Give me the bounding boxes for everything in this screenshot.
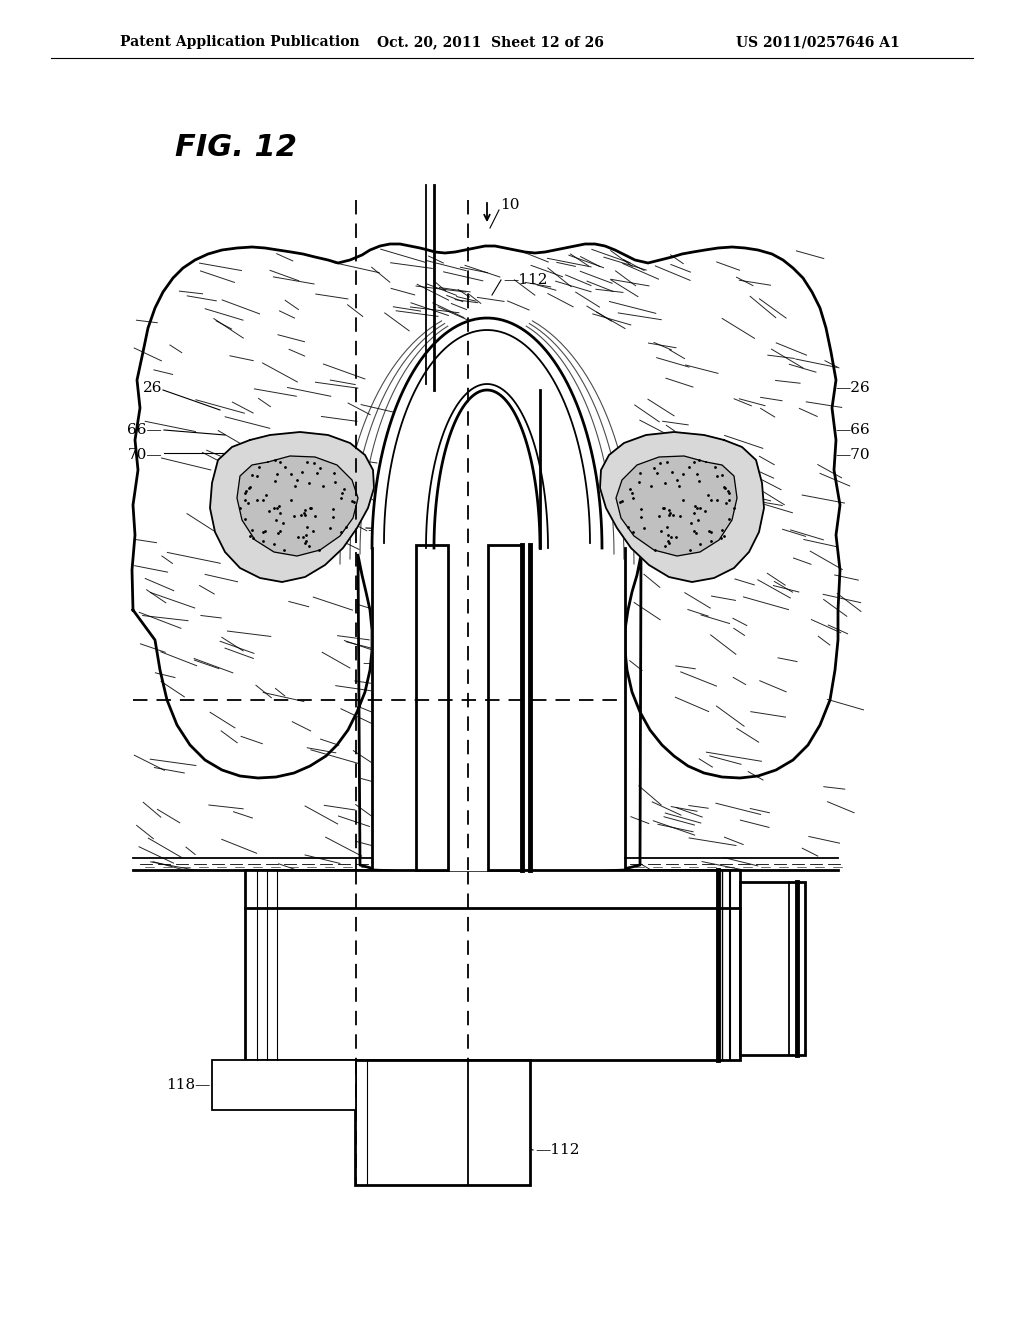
Text: —26: —26 bbox=[835, 381, 869, 395]
Text: US 2011/0257646 A1: US 2011/0257646 A1 bbox=[736, 36, 900, 49]
Text: —76: —76 bbox=[362, 656, 396, 671]
FancyBboxPatch shape bbox=[245, 870, 740, 1060]
Text: 118—: 118— bbox=[166, 1078, 210, 1092]
Text: 66—: 66— bbox=[127, 422, 162, 437]
Text: —30: —30 bbox=[385, 688, 420, 702]
Text: FIG. 12: FIG. 12 bbox=[175, 133, 297, 162]
Text: —22: —22 bbox=[367, 523, 401, 537]
FancyBboxPatch shape bbox=[740, 882, 805, 1055]
Text: —66: —66 bbox=[835, 422, 869, 437]
FancyBboxPatch shape bbox=[416, 545, 449, 870]
Text: 120': 120' bbox=[425, 573, 459, 587]
Text: 22—: 22— bbox=[497, 523, 531, 537]
Text: —112: —112 bbox=[503, 273, 548, 286]
Polygon shape bbox=[132, 244, 840, 873]
Polygon shape bbox=[600, 432, 764, 582]
Polygon shape bbox=[237, 455, 358, 556]
Polygon shape bbox=[616, 455, 737, 556]
Polygon shape bbox=[210, 432, 374, 582]
Text: 26: 26 bbox=[142, 381, 162, 395]
FancyBboxPatch shape bbox=[488, 545, 522, 870]
Text: Oct. 20, 2011  Sheet 12 of 26: Oct. 20, 2011 Sheet 12 of 26 bbox=[377, 36, 603, 49]
Text: Patent Application Publication: Patent Application Publication bbox=[120, 36, 359, 49]
Polygon shape bbox=[372, 318, 625, 869]
Text: 70—: 70— bbox=[127, 447, 162, 462]
FancyBboxPatch shape bbox=[212, 1060, 356, 1110]
Text: —114: —114 bbox=[745, 911, 790, 925]
Text: —70: —70 bbox=[835, 447, 869, 462]
Polygon shape bbox=[416, 545, 522, 870]
Text: 20: 20 bbox=[545, 942, 564, 957]
Text: —112: —112 bbox=[535, 1143, 580, 1158]
FancyBboxPatch shape bbox=[355, 1060, 530, 1185]
Text: 10: 10 bbox=[500, 198, 519, 213]
